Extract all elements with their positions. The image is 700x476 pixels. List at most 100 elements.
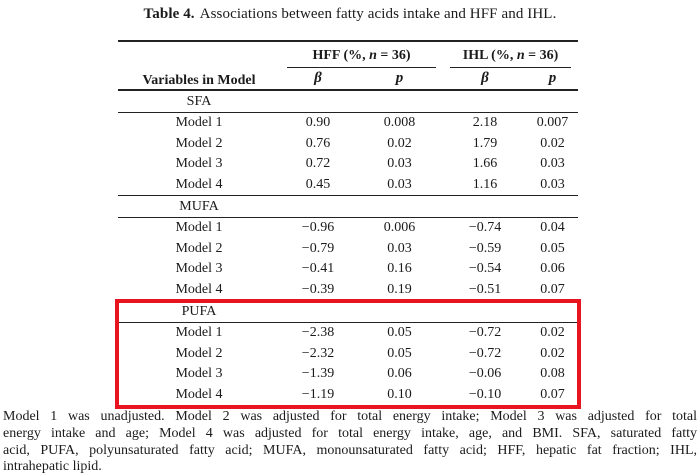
data-table: Variables in Model HFF (%, n = 36) IHL (… <box>118 40 579 407</box>
table-row: Model 1 0.90 0.008 2.18 0.007 <box>118 113 578 134</box>
hff-label-prefix: HFF (%, <box>312 48 370 63</box>
cell-value: 0.10 <box>387 386 412 402</box>
section-label-text: PUFA <box>181 303 217 319</box>
table-row: Model 2 −0.79 0.03 −0.59 0.05 <box>118 239 578 260</box>
footnote-line: Model 1 was unadjusted. Model 2 was adju… <box>3 409 697 424</box>
hff-label-n: n <box>369 48 377 63</box>
cell-value: 0.008 <box>383 115 416 131</box>
footnote-line: energy intake and age; Model 4 was adjus… <box>3 425 697 441</box>
cell-value: 0.06 <box>540 261 565 277</box>
group-header-ihl: IHL (%, n = 36) <box>443 41 578 68</box>
cell-value: 0.03 <box>387 156 412 172</box>
model-label: Model 2 <box>175 240 223 256</box>
table-caption-text: Associations between fatty acids intake … <box>199 6 557 22</box>
cell-value: −0.54 <box>468 261 502 277</box>
ihl-label-prefix: IHL (%, <box>462 48 517 63</box>
cell-value: −0.79 <box>301 240 335 256</box>
table-row: Model 4 0.45 0.03 1.16 0.03 <box>118 175 578 196</box>
footnote-line: intrahepatic lipid. <box>3 459 102 475</box>
cell-value: 0.76 <box>305 135 331 151</box>
cell-value: 0.02 <box>540 135 565 151</box>
cell-value: −0.51 <box>468 281 502 297</box>
section-row-2: PUFA <box>118 300 579 323</box>
model-label: Model 3 <box>175 366 223 382</box>
table-row: Model 3 −1.39 0.06 −0.06 0.08 <box>118 364 578 385</box>
cell-value: −0.74 <box>468 220 502 236</box>
sub-header-row: β p β p <box>118 68 579 90</box>
cell-value: −0.06 <box>468 366 502 382</box>
cell-value: 0.02 <box>540 325 565 341</box>
cell-value: −0.39 <box>301 281 335 297</box>
cell-value: −0.72 <box>468 325 502 341</box>
model-label: Model 2 <box>175 135 223 151</box>
cell-value: −2.38 <box>301 325 335 341</box>
cell-value: −0.59 <box>468 240 502 256</box>
model-label: Model 2 <box>175 345 223 361</box>
cell-value: 0.05 <box>387 345 412 361</box>
model-label: Model 4 <box>175 176 223 192</box>
model-label: Model 4 <box>175 281 223 297</box>
table-row: Model 4 −0.39 0.19 −0.51 0.07 <box>118 280 578 301</box>
column-header-p-ihl: p <box>548 70 557 86</box>
cell-value: 1.16 <box>472 176 498 192</box>
cell-value: 0.45 <box>305 176 331 192</box>
table-row: Model 2 0.76 0.02 1.79 0.02 <box>118 134 578 155</box>
cell-value: −2.32 <box>301 345 335 361</box>
cell-value: 0.04 <box>540 220 565 236</box>
table-footnote: Model 1 was unadjusted. Model 2 was adju… <box>3 409 697 476</box>
section-row-0: SFA <box>118 89 579 113</box>
cell-value: 0.03 <box>540 176 565 192</box>
section-label: PUFA <box>118 300 579 323</box>
group-header-row: Variables in Model HFF (%, n = 36) IHL (… <box>118 41 578 88</box>
cell-value: 0.07 <box>540 281 565 297</box>
group-header-hff-label: HFF (%, n = 36) <box>287 48 437 68</box>
model-label: Model 1 <box>175 220 223 236</box>
cell-value: 0.02 <box>387 135 412 151</box>
cell-value: 0.03 <box>387 240 412 256</box>
cell-value: 0.02 <box>540 345 565 361</box>
cell-value: −0.10 <box>468 386 502 402</box>
model-label: Model 4 <box>175 386 223 402</box>
section-row-1: MUFA <box>118 195 579 218</box>
ihl-label-suffix: = 36) <box>524 48 559 63</box>
cell-value: −0.41 <box>301 261 335 277</box>
cell-value: 0.05 <box>540 240 565 256</box>
cell-value: 0.006 <box>383 220 416 236</box>
table-caption: Table 4. Associations between fatty acids… <box>0 6 700 23</box>
table-row: Model 1 −2.38 0.05 −0.72 0.02 <box>118 323 578 344</box>
cell-value: 0.06 <box>387 366 412 382</box>
cell-value: 0.03 <box>540 156 565 172</box>
cell-value: −0.72 <box>468 345 502 361</box>
table-row: Model 2 −2.32 0.05 −0.72 0.02 <box>118 344 578 365</box>
cell-value: 0.08 <box>540 366 565 382</box>
table-row: Model 3 −0.41 0.16 −0.54 0.06 <box>118 259 578 280</box>
group-header-ihl-label: IHL (%, n = 36) <box>450 48 572 68</box>
model-label: Model 1 <box>175 325 223 341</box>
ihl-label-n: n <box>516 48 525 63</box>
cell-value: −1.19 <box>301 386 335 402</box>
model-label: Model 3 <box>175 261 223 277</box>
model-label: Model 1 <box>175 115 223 131</box>
table-row: Model 4 −1.19 0.10 −0.10 0.07 <box>118 385 578 407</box>
cell-value: 0.03 <box>387 176 412 192</box>
cell-value: 0.16 <box>387 261 412 277</box>
cell-value: 1.79 <box>472 135 498 151</box>
cell-value: 0.05 <box>387 325 412 341</box>
model-label: Model 3 <box>175 156 223 172</box>
data-table-container: Variables in Model HFF (%, n = 36) IHL (… <box>118 40 579 407</box>
column-header-beta-hff: β <box>314 70 322 86</box>
cell-value: 1.66 <box>472 156 498 172</box>
table-row: Model 1 −0.96 0.006 −0.74 0.04 <box>118 218 578 239</box>
cell-value: 2.18 <box>472 115 498 131</box>
cell-value: 0.72 <box>305 156 331 172</box>
section-label: MUFA <box>118 195 579 218</box>
footnote-line: acid, PUFA, polyunsaturated fatty acid; … <box>3 442 697 458</box>
hff-label-suffix: = 36) <box>376 48 411 63</box>
section-label-text: MUFA <box>179 198 219 214</box>
table-body: SFA Model 1 0.90 0.008 2.18 0.007 Model 2 0.76 0… <box>118 89 579 407</box>
cell-value: 0.07 <box>540 386 565 402</box>
table-number: Table 4. <box>143 6 195 22</box>
cell-value: −1.39 <box>301 366 335 382</box>
column-header-p-hff: p <box>395 70 404 86</box>
